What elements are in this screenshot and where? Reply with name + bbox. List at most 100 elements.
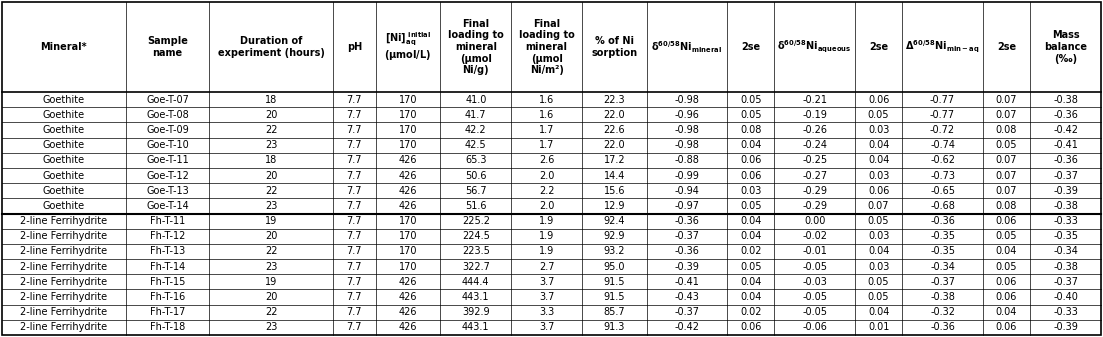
Text: Goe-T-11: Goe-T-11: [146, 155, 189, 165]
Text: -0.77: -0.77: [930, 95, 955, 104]
Text: 2.6: 2.6: [539, 155, 555, 165]
Text: 22: 22: [265, 186, 277, 196]
Text: -0.03: -0.03: [802, 277, 827, 287]
Text: Fh-T-11: Fh-T-11: [150, 216, 185, 226]
Text: 170: 170: [399, 125, 417, 135]
Text: 15.6: 15.6: [603, 186, 625, 196]
Text: 3.3: 3.3: [539, 307, 555, 317]
Text: 0.04: 0.04: [740, 277, 761, 287]
Text: 3.7: 3.7: [539, 292, 555, 302]
Text: -0.37: -0.37: [1053, 277, 1078, 287]
Text: -0.62: -0.62: [930, 155, 955, 165]
Text: 0.03: 0.03: [740, 186, 761, 196]
Text: Goe-T-09: Goe-T-09: [146, 125, 189, 135]
Text: -0.39: -0.39: [1053, 186, 1078, 196]
Text: 20: 20: [265, 292, 277, 302]
Text: Fh-T-15: Fh-T-15: [150, 277, 185, 287]
Text: 1.9: 1.9: [539, 216, 555, 226]
Text: 426: 426: [399, 323, 417, 332]
Text: 7.7: 7.7: [346, 186, 362, 196]
Text: -0.35: -0.35: [930, 246, 955, 256]
Text: 2-line Ferrihydrite: 2-line Ferrihydrite: [20, 277, 107, 287]
Text: -0.33: -0.33: [1053, 216, 1078, 226]
Text: Duration of
experiment (hours): Duration of experiment (hours): [217, 36, 324, 58]
Text: -0.29: -0.29: [802, 186, 827, 196]
Text: 0.06: 0.06: [740, 155, 761, 165]
Text: -0.25: -0.25: [802, 155, 827, 165]
Text: -0.06: -0.06: [802, 323, 827, 332]
Text: 22: 22: [265, 307, 277, 317]
Text: 224.5: 224.5: [462, 231, 490, 241]
Text: -0.05: -0.05: [802, 307, 827, 317]
Text: 0.03: 0.03: [868, 171, 889, 181]
Text: Fh-T-12: Fh-T-12: [150, 231, 185, 241]
Text: $\mathbf{\delta^{60/58}Ni_{aqueous}}$: $\mathbf{\delta^{60/58}Ni_{aqueous}}$: [778, 39, 852, 55]
Text: -0.37: -0.37: [930, 277, 955, 287]
Text: 170: 170: [399, 140, 417, 150]
Text: -0.39: -0.39: [1053, 323, 1078, 332]
Text: 1.6: 1.6: [539, 95, 555, 104]
Text: 18: 18: [265, 155, 277, 165]
Text: 444.4: 444.4: [462, 277, 490, 287]
Text: 42.2: 42.2: [465, 125, 486, 135]
Text: 0.06: 0.06: [996, 216, 1017, 226]
Text: 41.7: 41.7: [465, 110, 486, 120]
Text: Goethite: Goethite: [43, 110, 85, 120]
Text: -0.42: -0.42: [674, 323, 699, 332]
Text: 22.0: 22.0: [603, 140, 625, 150]
Text: -0.02: -0.02: [802, 231, 827, 241]
Text: 0.05: 0.05: [868, 292, 889, 302]
Text: 7.7: 7.7: [346, 171, 362, 181]
Text: 170: 170: [399, 110, 417, 120]
Text: -0.37: -0.37: [674, 307, 699, 317]
Text: 0.04: 0.04: [740, 140, 761, 150]
Text: Goe-T-14: Goe-T-14: [146, 201, 189, 211]
Text: Goethite: Goethite: [43, 95, 85, 104]
Text: -0.99: -0.99: [674, 171, 699, 181]
Text: -0.96: -0.96: [674, 110, 699, 120]
Text: 20: 20: [265, 231, 277, 241]
Text: Goe-T-13: Goe-T-13: [146, 186, 189, 196]
Text: 225.2: 225.2: [462, 216, 490, 226]
Text: -0.34: -0.34: [1053, 246, 1078, 256]
Text: Sample
name: Sample name: [147, 36, 188, 58]
Text: 0.01: 0.01: [868, 323, 889, 332]
Text: 2-line Ferrihydrite: 2-line Ferrihydrite: [20, 262, 107, 272]
Text: 2se: 2se: [869, 42, 888, 52]
Text: 0.05: 0.05: [868, 216, 889, 226]
Text: 0.04: 0.04: [996, 246, 1017, 256]
Text: 7.7: 7.7: [346, 277, 362, 287]
Text: -0.24: -0.24: [802, 140, 827, 150]
Text: 20: 20: [265, 110, 277, 120]
Text: 7.7: 7.7: [346, 246, 362, 256]
Text: 426: 426: [399, 201, 417, 211]
Text: 0.05: 0.05: [868, 277, 889, 287]
Text: 0.06: 0.06: [996, 277, 1017, 287]
Text: 3.7: 3.7: [539, 277, 555, 287]
Text: 170: 170: [399, 262, 417, 272]
Text: 92.9: 92.9: [603, 231, 625, 241]
Text: 0.06: 0.06: [996, 292, 1017, 302]
Text: -0.36: -0.36: [930, 216, 955, 226]
Text: 7.7: 7.7: [346, 95, 362, 104]
Text: Mineral*: Mineral*: [41, 42, 87, 52]
Text: Mass
balance
(‰): Mass balance (‰): [1045, 30, 1088, 64]
Text: 1.6: 1.6: [539, 110, 555, 120]
Text: -0.98: -0.98: [674, 140, 699, 150]
Text: 0.06: 0.06: [740, 323, 761, 332]
Text: 0.05: 0.05: [996, 262, 1017, 272]
Text: 0.04: 0.04: [868, 307, 889, 317]
Text: 19: 19: [265, 216, 277, 226]
Text: -0.43: -0.43: [674, 292, 699, 302]
Text: Final
loading to
mineral
(μmol
Ni/m²): Final loading to mineral (μmol Ni/m²): [518, 19, 575, 75]
Text: 18: 18: [265, 95, 277, 104]
Text: Goe-T-08: Goe-T-08: [146, 110, 189, 120]
Text: 19: 19: [265, 277, 277, 287]
Text: -0.38: -0.38: [1053, 262, 1078, 272]
Text: 0.06: 0.06: [868, 186, 889, 196]
Text: -0.19: -0.19: [802, 110, 827, 120]
Text: 20: 20: [265, 171, 277, 181]
Text: -0.40: -0.40: [1053, 292, 1078, 302]
Text: 7.7: 7.7: [346, 125, 362, 135]
Text: 2.0: 2.0: [539, 171, 555, 181]
